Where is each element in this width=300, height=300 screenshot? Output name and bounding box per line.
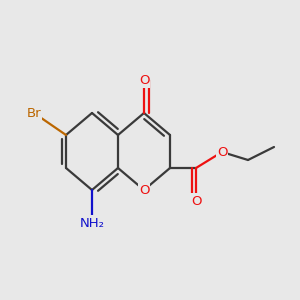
- Text: NH₂: NH₂: [80, 217, 104, 230]
- Text: O: O: [139, 184, 149, 196]
- Text: Br: Br: [27, 106, 41, 119]
- Text: O: O: [139, 74, 149, 86]
- Text: O: O: [217, 146, 227, 158]
- Text: O: O: [191, 194, 201, 208]
